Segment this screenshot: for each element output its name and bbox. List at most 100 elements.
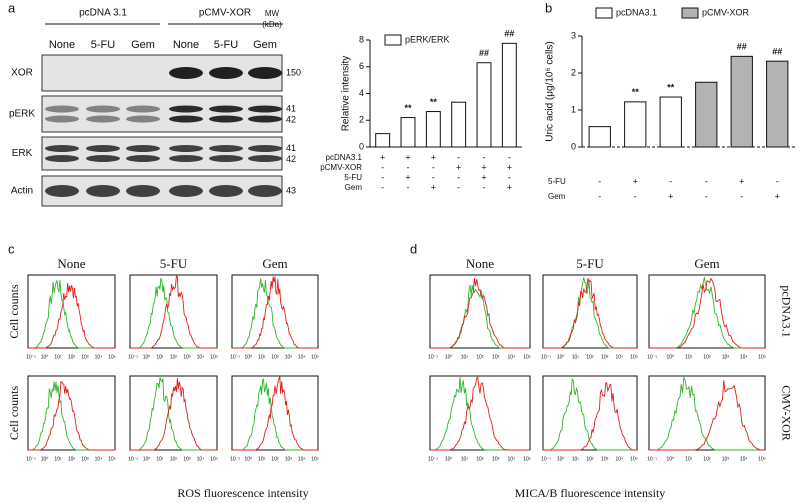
histogram (28, 381, 115, 451)
condition-mark: + (507, 182, 512, 192)
label: XOR (11, 68, 33, 79)
condition-mark: - (407, 182, 410, 192)
bar (451, 101, 467, 148)
band (248, 155, 282, 162)
x-tick-label: 10³ (183, 354, 191, 360)
condition-mark: + (668, 191, 673, 201)
histogram (543, 381, 637, 451)
band (169, 155, 203, 162)
bar (476, 62, 492, 148)
annotation: ## (772, 47, 782, 57)
legend-label: pCMV-XOR (702, 7, 750, 17)
band (169, 115, 203, 123)
band (209, 145, 243, 152)
condition-mark: - (634, 191, 637, 201)
x-tick-label: 10³ (722, 456, 730, 462)
x-tick-label: 10⁰ (41, 456, 49, 462)
band (126, 185, 160, 197)
flow-box (27, 375, 116, 451)
histogram (130, 378, 217, 451)
bar (375, 133, 391, 148)
band (209, 105, 243, 113)
x-tick-label: 10⁴ (615, 456, 623, 462)
x-tick-label: 10⁴ (197, 456, 205, 462)
x-tick-label: 10⁻¹ (230, 456, 240, 462)
x-tick-label: 10⁴ (507, 354, 515, 360)
bar (659, 96, 682, 148)
condition-label: Gem (548, 192, 566, 201)
histogram (649, 277, 765, 349)
label: 5-FU (214, 39, 239, 51)
x-tick-label: 10⁴ (95, 456, 103, 462)
condition-mark: - (381, 182, 384, 192)
band (86, 185, 120, 197)
legend-swatch (384, 34, 402, 46)
y-tick-label: 8 (359, 34, 364, 44)
x-tick-label: 10¹ (572, 354, 580, 360)
histogram (430, 376, 530, 451)
condition-mark: + (380, 152, 385, 162)
flow-box (542, 274, 638, 349)
x-tick-label: 10⁵ (108, 354, 116, 360)
band (209, 115, 243, 123)
condition-mark: - (407, 162, 410, 172)
band (169, 105, 203, 113)
column-title: Gem (262, 256, 287, 271)
histogram (543, 277, 637, 349)
y-axis-label: Relative intensity (341, 56, 352, 132)
x-tick-label: 10¹ (54, 456, 62, 462)
band (169, 185, 203, 197)
x-tick-label: 10³ (81, 354, 89, 360)
x-tick-label: 10⁴ (298, 456, 306, 462)
label: 42 (286, 114, 296, 124)
column-title: None (466, 256, 494, 271)
histogram (430, 277, 530, 349)
condition-mark: - (381, 162, 384, 172)
condition-mark: - (508, 152, 511, 162)
x-tick-label: 10⁻¹ (541, 456, 551, 462)
x-tick-label: 10¹ (685, 354, 693, 360)
bar (588, 126, 611, 148)
y-tick-label: 0 (359, 141, 364, 151)
column-title: Gem (694, 256, 719, 271)
condition-mark: + (431, 152, 436, 162)
band (86, 155, 120, 162)
x-tick-label: 10⁵ (758, 354, 766, 360)
bar (766, 60, 789, 148)
x-tick-label: 10⁻¹ (230, 354, 240, 360)
label: b (545, 0, 552, 15)
label: d (410, 241, 417, 256)
x-tick-label: 10⁵ (311, 456, 319, 462)
condition-mark: + (405, 172, 410, 182)
row-label: CMV-XOR (779, 385, 793, 441)
x-tick-label: 10¹ (156, 456, 164, 462)
band (45, 155, 79, 162)
legend-swatch (681, 7, 699, 19)
condition-mark: - (457, 182, 460, 192)
label: c (8, 241, 15, 256)
x-tick-label: 10⁻¹ (647, 456, 657, 462)
band (248, 115, 282, 123)
condition-mark: - (598, 191, 601, 201)
band (169, 67, 203, 79)
x-tick-label: 10⁵ (758, 456, 766, 462)
annotation: ** (667, 82, 675, 92)
band (169, 145, 203, 152)
x-tick-label: 10¹ (258, 354, 266, 360)
x-tick-label: 10⁵ (523, 456, 531, 462)
condition-mark: + (739, 176, 744, 186)
x-tick-label: 10² (68, 354, 76, 360)
band (209, 67, 243, 79)
label: Gem (131, 39, 155, 51)
condition-label: 5-FU (548, 177, 566, 186)
band (248, 185, 282, 197)
band (126, 145, 160, 152)
x-tick-label: 10⁵ (630, 456, 638, 462)
x-tick-label: 10² (271, 456, 279, 462)
label: 41 (286, 103, 296, 113)
condition-mark: - (776, 176, 779, 186)
condition-label: 5-FU (344, 173, 362, 182)
flow-box (648, 274, 766, 349)
annotation: ** (430, 97, 438, 107)
